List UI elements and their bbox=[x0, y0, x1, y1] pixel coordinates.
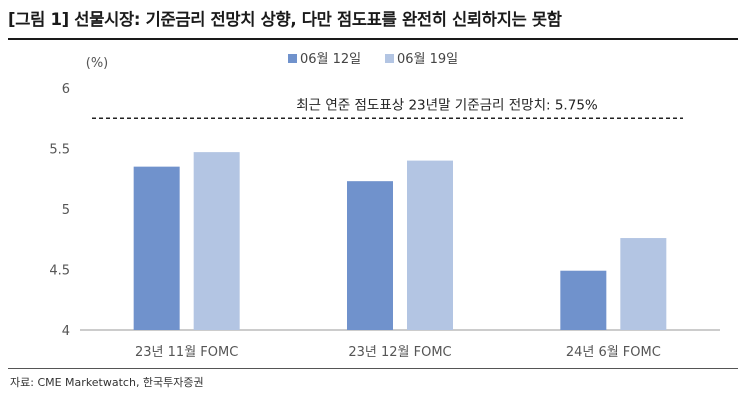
x-category-label-2: 23년 12월 FOMC bbox=[348, 345, 451, 360]
y-tick-label-2: 5 bbox=[62, 203, 70, 218]
bar-2-2 bbox=[407, 160, 453, 330]
y-unit-label: (%) bbox=[86, 56, 109, 71]
bar-1-1 bbox=[133, 166, 180, 330]
x-category-label-3: 24년 6월 FOMC bbox=[566, 345, 661, 360]
bar-1-2 bbox=[347, 181, 393, 330]
bar-chart: (%) 4 4.5 5 5.5 6 23년 11월 FOMC 23년 12월 FOMC 24년 … bbox=[49, 52, 720, 360]
chart-title: [그림 1] 선물시장: 기준금리 전망치 상향, 다만 점도표를 완전히 신뢰… bbox=[8, 10, 562, 29]
legend-swatch-2 bbox=[385, 54, 394, 63]
bar-2-1 bbox=[193, 152, 240, 330]
x-category-label-1: 23년 11월 FOMC bbox=[135, 345, 238, 360]
y-tick-label-1: 4.5 bbox=[49, 264, 70, 279]
y-tick-label-3: 5.5 bbox=[49, 143, 70, 158]
legend-label-2: 06월 19일 bbox=[397, 52, 458, 67]
bottom-divider bbox=[8, 368, 738, 369]
bar-2-3 bbox=[620, 238, 667, 330]
legend-label-1: 06월 12일 bbox=[300, 52, 361, 67]
legend-swatch-1 bbox=[288, 54, 297, 63]
y-tick-label-4: 6 bbox=[62, 82, 70, 97]
reference-line-label: 최근 연준 점도표상 23년말 기준금리 전망치: 5.75% bbox=[296, 97, 598, 113]
y-tick-label-0: 4 bbox=[62, 324, 70, 339]
title-divider bbox=[8, 38, 738, 40]
source-note: 자료: CME Marketwatch, 한국투자증권 bbox=[10, 376, 204, 389]
bar-1-3 bbox=[560, 270, 607, 330]
